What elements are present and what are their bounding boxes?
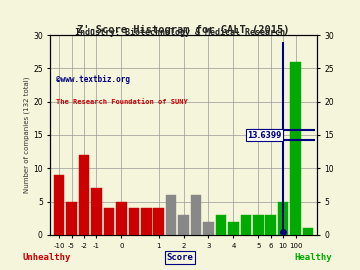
Text: Score: Score [167,253,193,262]
Bar [191,195,201,235]
Text: Healthy: Healthy [294,253,332,262]
Bar [228,222,239,235]
Bar [129,208,139,235]
Text: 13.6399: 13.6399 [247,130,282,140]
Bar [303,228,313,235]
Title: Z'-Score Histogram for GALT (2015): Z'-Score Histogram for GALT (2015) [77,25,290,35]
Bar [203,222,214,235]
Text: ©www.textbiz.org: ©www.textbiz.org [56,75,130,84]
Bar [265,215,276,235]
Bar [79,155,89,235]
Bar [240,215,251,235]
Bar [116,202,127,235]
Bar [278,202,288,235]
Bar [54,175,64,235]
Bar [253,215,264,235]
Text: The Research Foundation of SUNY: The Research Foundation of SUNY [56,99,188,105]
Bar [91,188,102,235]
Text: Industry: Biotechnology & Medical Research: Industry: Biotechnology & Medical Resear… [75,28,285,37]
Bar [291,62,301,235]
Bar [153,208,164,235]
Bar [216,215,226,235]
Y-axis label: Number of companies (132 total): Number of companies (132 total) [24,77,30,193]
Bar [166,195,176,235]
Bar [66,202,77,235]
Bar [178,215,189,235]
Bar [141,208,152,235]
Text: Unhealthy: Unhealthy [23,253,71,262]
Bar [104,208,114,235]
